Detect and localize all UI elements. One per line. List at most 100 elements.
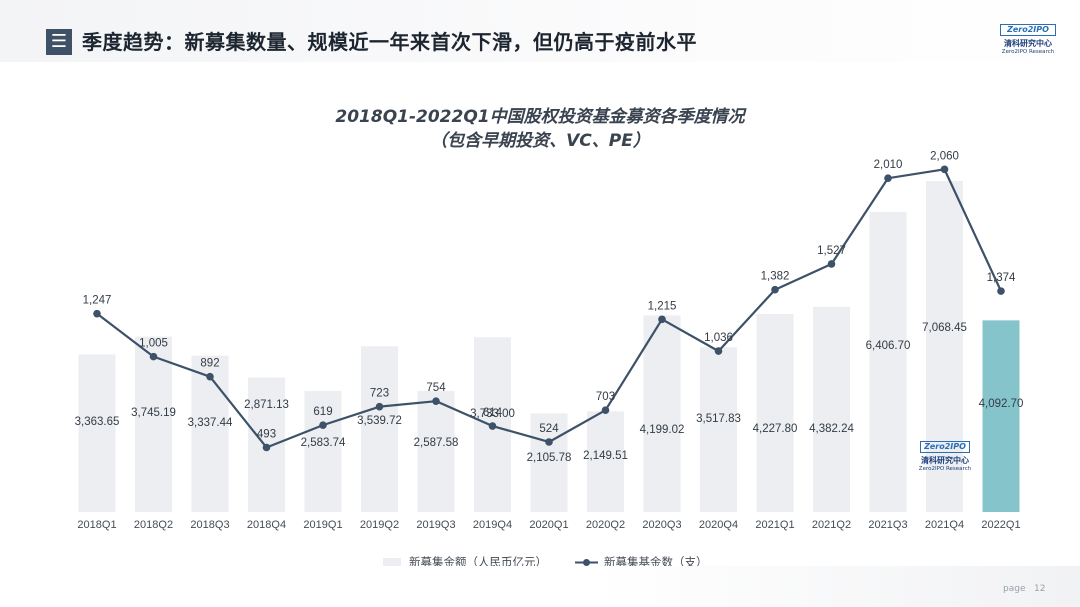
bar-2020Q1 xyxy=(530,413,568,512)
point-2018Q4 xyxy=(262,443,271,452)
bar-label-2021Q3: 6,406.70 xyxy=(866,340,911,352)
bar-label-2019Q4: 3,733.00 xyxy=(470,408,515,420)
page-number: 12 xyxy=(1034,584,1046,594)
bar-label-2019Q3: 2,587.58 xyxy=(414,437,459,449)
point-label-2022Q1: 1,374 xyxy=(987,272,1016,284)
bar-2022Q1 xyxy=(982,320,1020,512)
point-label-2018Q2: 1,005 xyxy=(139,338,168,350)
bar-2019Q3 xyxy=(417,390,455,512)
watermark-name-en: Zero2IPO Research xyxy=(918,466,972,472)
point-2018Q2 xyxy=(149,352,158,361)
point-label-2019Q2: 723 xyxy=(370,388,389,400)
x-tick-2021Q4: 2021Q4 xyxy=(925,519,964,531)
point-label-2018Q4: 493 xyxy=(257,428,276,440)
bar-2020Q2 xyxy=(587,411,624,512)
chart-title: 2018Q1-2022Q1中国股权投资基金募资各季度情况 xyxy=(335,107,745,127)
x-tick-2019Q3: 2019Q3 xyxy=(416,519,455,531)
bar-2021Q2 xyxy=(813,306,850,512)
point-label-2020Q1: 524 xyxy=(539,423,559,435)
brand-logo: Zero2IPO 清科研究中心 Zero2IPO Research xyxy=(996,24,1060,60)
watermark-name-cn: 清科研究中心 xyxy=(921,456,969,465)
bar-label-2021Q2: 4,382.24 xyxy=(809,423,854,435)
point-label-2019Q1: 619 xyxy=(313,406,332,418)
x-tick-2020Q2: 2020Q2 xyxy=(586,519,625,531)
bar-2018Q2 xyxy=(135,336,172,512)
bar-2019Q1 xyxy=(304,391,342,512)
x-tick-2019Q1: 2019Q1 xyxy=(303,519,342,531)
point-label-2019Q3: 754 xyxy=(426,382,446,394)
x-tick-2018Q3: 2018Q3 xyxy=(190,519,229,531)
bar-2018Q1 xyxy=(78,354,116,512)
point-label-2020Q2: 703 xyxy=(596,391,615,403)
bar-2018Q3 xyxy=(191,355,229,512)
point-label-2018Q3: 892 xyxy=(200,358,219,370)
point-2019Q4 xyxy=(488,422,497,430)
legend-swatch-marker xyxy=(583,559,590,566)
point-2021Q4 xyxy=(940,165,949,174)
point-2020Q1 xyxy=(545,438,553,446)
x-tick-2021Q2: 2021Q2 xyxy=(812,519,851,531)
point-label-2021Q3: 2,010 xyxy=(874,159,903,171)
bar-label-2018Q4: 2,871.13 xyxy=(244,399,289,411)
bar-label-2018Q2: 3,745.19 xyxy=(131,407,176,419)
bar-label-2020Q4: 3,517.83 xyxy=(696,413,741,425)
logo-name-cn: 清科研究中心 xyxy=(1004,39,1052,48)
bar-2020Q3 xyxy=(643,315,681,512)
point-2021Q2 xyxy=(827,260,836,268)
legend-label-count: 新募集基金数（支） xyxy=(604,555,708,569)
point-2019Q2 xyxy=(375,402,384,411)
point-2018Q3 xyxy=(206,372,214,381)
bar-label-2018Q1: 3,363.65 xyxy=(75,416,120,428)
x-tick-2021Q3: 2021Q3 xyxy=(868,519,907,531)
legend-label-amount: 新募集金额（人民币亿元） xyxy=(409,555,547,569)
x-tick-2018Q1: 2018Q1 xyxy=(77,519,116,531)
point-2021Q1 xyxy=(771,285,779,294)
x-tick-2020Q1: 2020Q1 xyxy=(529,519,568,531)
point-2020Q3 xyxy=(658,315,666,324)
point-2018Q1 xyxy=(93,309,101,318)
point-2021Q3 xyxy=(884,174,892,183)
bar-label-2019Q1: 2,583.74 xyxy=(301,437,346,449)
point-label-2018Q1: 1,247 xyxy=(83,295,112,307)
bar-label-2020Q3: 4,199.02 xyxy=(640,424,685,436)
bar-label-2020Q2: 2,149.51 xyxy=(583,450,628,462)
page-title: 季度趋势：新募集数量、规模近一年来首次下滑，但仍高于疫前水平 xyxy=(82,30,697,54)
bar-label-2021Q1: 4,227.80 xyxy=(753,423,798,435)
point-2020Q4 xyxy=(714,347,723,355)
bar-label-2018Q3: 3,337.44 xyxy=(188,417,233,429)
point-2019Q1 xyxy=(319,421,327,429)
point-label-2020Q3: 1,215 xyxy=(648,300,677,312)
watermark-badge: Zero2IPO xyxy=(920,441,970,453)
bar-label-2021Q4: 7,068.45 xyxy=(922,322,967,334)
logo-badge: Zero2IPO xyxy=(1000,24,1056,36)
page-label: page xyxy=(1003,584,1026,594)
point-2022Q1 xyxy=(997,287,1005,295)
x-tick-2021Q1: 2021Q1 xyxy=(755,519,794,531)
point-label-2021Q2: 1,527 xyxy=(817,245,846,257)
point-label-2019Q4: 614 xyxy=(483,407,503,419)
bar-2021Q3 xyxy=(869,212,907,512)
point-label-2020Q4: 1,036 xyxy=(704,332,733,344)
x-tick-2019Q2: 2019Q2 xyxy=(360,519,399,531)
bar-label-2020Q1: 2,105.78 xyxy=(527,452,572,464)
x-tick-2019Q4: 2019Q4 xyxy=(473,519,512,531)
x-tick-2020Q3: 2020Q3 xyxy=(642,519,681,531)
legend-swatch-amount xyxy=(383,558,401,567)
chart-subtitle: （包含早期投资、VC、PE） xyxy=(430,131,650,151)
chart-watermark-logo: Zero2IPO 清科研究中心 Zero2IPO Research xyxy=(918,441,972,477)
line-fund-count xyxy=(96,168,1002,449)
footer-band xyxy=(0,566,1080,607)
x-tick-2022Q1: 2022Q1 xyxy=(981,519,1020,531)
x-tick-2018Q2: 2018Q2 xyxy=(134,519,173,531)
point-2019Q3 xyxy=(432,397,440,405)
bar-label-2022Q1: 4,092.70 xyxy=(979,398,1024,410)
x-tick-2020Q4: 2020Q4 xyxy=(699,519,738,531)
header-band xyxy=(0,0,1080,62)
point-label-2021Q4: 2,060 xyxy=(930,150,959,162)
menu-icon: ☰ xyxy=(46,29,72,55)
logo-name-en: Zero2IPO Research xyxy=(1001,49,1055,55)
bar-2021Q4 xyxy=(926,181,963,512)
bar-2019Q2 xyxy=(361,346,398,512)
bar-2021Q1 xyxy=(756,314,794,512)
